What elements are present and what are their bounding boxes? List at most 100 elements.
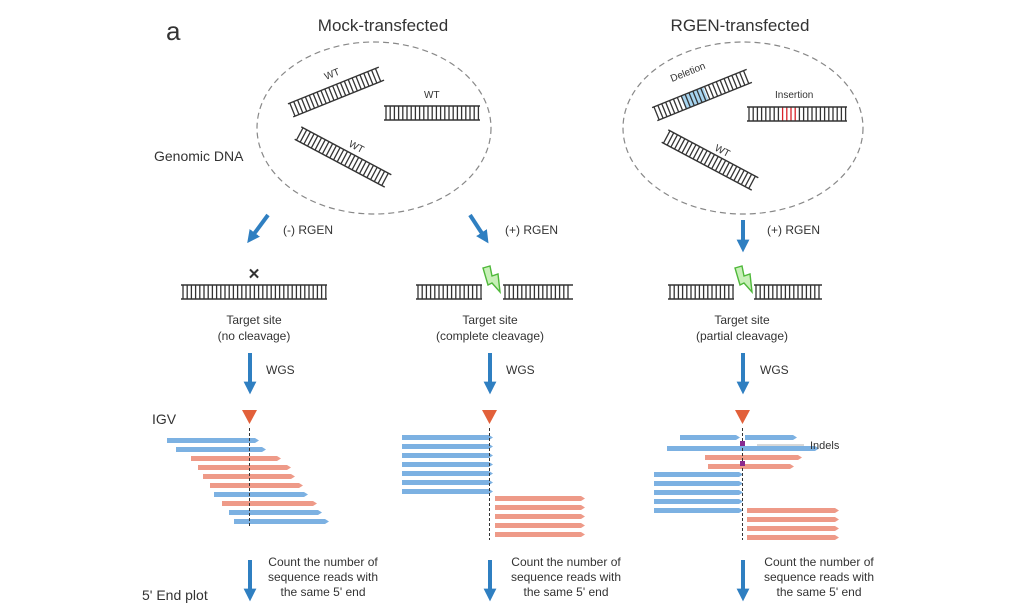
dna-rung <box>661 103 668 117</box>
count-3-line1: Count the number of <box>764 555 874 569</box>
cut-site-marker-3 <box>735 410 750 424</box>
dna-rung <box>336 149 345 163</box>
dna-rung <box>332 147 341 161</box>
dna-rung <box>731 75 738 89</box>
dna-rung <box>692 90 699 105</box>
dna-rung <box>328 87 335 101</box>
dna-strand <box>651 68 747 109</box>
dna-rung <box>377 170 386 184</box>
dna-rung <box>733 167 742 181</box>
cut-site-marker-2 <box>482 410 497 424</box>
dna-rung <box>312 93 320 107</box>
sequence-read <box>402 444 493 449</box>
dna-rung <box>677 138 686 152</box>
dna-rung <box>362 163 371 176</box>
dna-rung <box>347 79 355 93</box>
sequence-read <box>495 505 585 510</box>
sequence-read <box>214 492 308 497</box>
dna-rung <box>307 133 315 147</box>
sequence-read <box>402 480 493 485</box>
dna-rung <box>685 142 693 156</box>
dna-rung <box>296 99 304 114</box>
dna-rung <box>339 82 347 96</box>
dna-wt-3 <box>294 126 392 188</box>
cut-site-marker-1 <box>242 410 257 424</box>
dna-rung <box>370 166 378 180</box>
dna-rung <box>295 127 304 141</box>
dna-strand <box>667 129 759 179</box>
deletion-region <box>680 87 709 109</box>
sequence-read <box>747 535 839 540</box>
dna-rung <box>703 152 712 166</box>
lightning-bolt-icon <box>482 265 501 295</box>
minus-rgen-label: (-) RGEN <box>283 223 333 237</box>
dna-rung <box>672 98 680 113</box>
indels-label: Indels <box>810 440 840 452</box>
dna-rung <box>657 105 664 119</box>
dna-rung <box>653 106 660 121</box>
mock-title: Mock-transfected <box>318 16 448 35</box>
dna-rung <box>351 157 360 171</box>
sequence-read <box>705 455 802 460</box>
sequence-read <box>402 471 493 476</box>
dna-strand <box>657 81 753 122</box>
dna-rung <box>321 141 330 155</box>
dna-rung <box>715 81 723 95</box>
dna-rung <box>293 101 300 115</box>
igv-label: IGV <box>152 411 177 427</box>
dna-rung <box>314 137 323 151</box>
dna-rung <box>324 88 331 103</box>
count-1-line1: Count the number of <box>268 555 378 569</box>
dna-deletion-label: Deletion <box>669 61 707 85</box>
sequence-read <box>708 464 794 469</box>
dna-rung <box>374 68 382 82</box>
count-1-line2: sequence reads with <box>268 570 378 584</box>
dna-rung <box>381 172 389 186</box>
dna-rung <box>723 78 730 92</box>
dna-rung <box>718 160 727 174</box>
dna-wt-label-3: WT <box>347 139 366 156</box>
count-2-line3: the same 5' end <box>523 585 608 599</box>
dna-strand <box>292 79 385 118</box>
target-site-partial-left <box>668 284 734 300</box>
count-2-line2: sequence reads with <box>511 570 621 584</box>
sequence-read <box>747 508 839 513</box>
sequence-read <box>745 435 797 440</box>
dna-rung <box>320 90 327 104</box>
count-2-line1: Count the number of <box>511 555 621 569</box>
complete-line1: Target site <box>462 313 518 327</box>
indel-mark <box>740 461 745 466</box>
sequence-read <box>495 532 585 537</box>
sequence-read <box>747 517 839 522</box>
dna-rung <box>684 94 691 108</box>
dna-rung <box>737 169 745 183</box>
dna-rung <box>670 134 679 148</box>
sequence-read <box>495 496 585 501</box>
dna-rung <box>729 166 738 179</box>
dna-rung <box>662 130 671 144</box>
sequence-read <box>203 474 295 479</box>
dna-strand <box>294 138 386 188</box>
dna-rung <box>707 154 716 168</box>
dna-rung <box>363 72 370 87</box>
dna-rung <box>289 102 296 117</box>
dna-rung <box>299 129 308 143</box>
sequence-read <box>210 483 303 488</box>
dna-rung <box>370 69 378 84</box>
plus-rgen-label-mock: (+) RGEN <box>505 223 558 237</box>
target-site-complete-right <box>503 284 573 300</box>
dna-rung <box>666 132 675 146</box>
sequence-read <box>654 472 743 477</box>
dna-rung <box>711 83 719 97</box>
lightning-bolt-icon <box>734 265 753 295</box>
wgs-label-3: WGS <box>760 363 789 377</box>
no-cleavage-line1: Target site <box>226 313 282 327</box>
dna-rung <box>727 76 734 91</box>
sequence-read <box>680 435 740 440</box>
count-3-line2: sequence reads with <box>764 570 874 584</box>
target-site-partial-right <box>754 284 822 300</box>
dna-wt-4 <box>661 129 759 191</box>
panel-label: a <box>166 16 181 46</box>
wgs-label-2: WGS <box>506 363 535 377</box>
dna-rung <box>688 92 695 106</box>
